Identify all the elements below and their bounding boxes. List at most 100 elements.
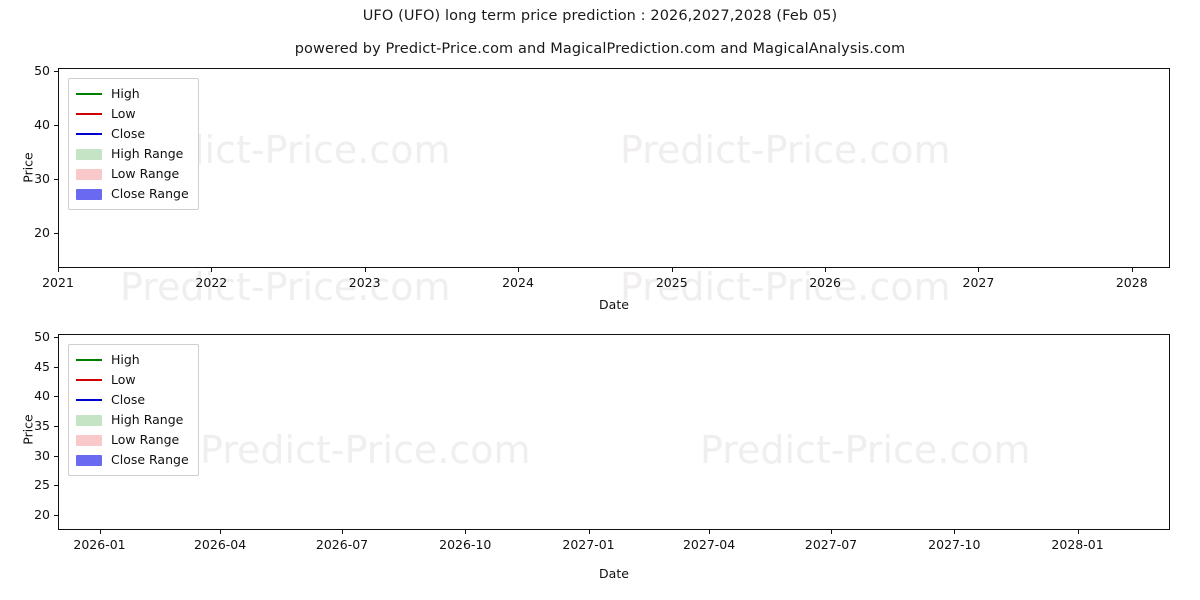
bottom-y-tick-mark	[54, 455, 58, 457]
top-y-tick-mark	[54, 232, 58, 234]
top-legend-item-high-range[interactable]: High Range	[76, 144, 189, 164]
legend-patch-swatch-icon	[76, 188, 102, 200]
top-x-tick-mark	[671, 268, 673, 272]
top-x-tick-mark	[364, 268, 366, 272]
bottom-x-tick: 2026-01	[73, 537, 126, 552]
top-x-tick-mark	[58, 268, 59, 272]
bottom-x-tick: 2027-04	[682, 537, 736, 552]
legend-label: Close Range	[111, 451, 189, 467]
legend-label: Close Range	[111, 185, 189, 201]
top-x-tick-mark	[211, 268, 213, 272]
bottom-x-tick-mark	[709, 530, 711, 534]
top-chart-panel	[58, 68, 1170, 268]
bottom-y-tick: 35	[34, 418, 50, 434]
top-legend-item-low[interactable]: Low	[76, 104, 189, 124]
bottom-x-tick: 2028-01	[1051, 537, 1104, 552]
bottom-legend-item-close[interactable]: Close	[76, 390, 189, 410]
top-y-tick: 30	[34, 170, 50, 186]
top-chart-legend: High Low Close High Range Low Range Close Ran…	[68, 78, 199, 210]
bottom-x-tick-mark	[588, 530, 590, 534]
page-subtitle: powered by Predict-Price.com and Magical…	[294, 41, 906, 57]
top-x-tick-mark	[825, 268, 827, 272]
top-x-tick: 2022	[195, 275, 228, 290]
legend-line-swatch-icon	[76, 113, 102, 115]
top-x-tick-mark	[978, 268, 980, 272]
top-y-tick: 20	[34, 224, 50, 240]
legend-patch-swatch-icon	[76, 434, 102, 446]
bottom-legend-item-close-range[interactable]: Close Range	[76, 450, 189, 470]
top-y-tick-mark	[54, 124, 58, 126]
bottom-x-tick-mark	[220, 530, 222, 534]
bottom-y-tick-mark	[54, 396, 58, 398]
bottom-y-tick-mark	[54, 336, 58, 338]
bottom-y-tick: 40	[34, 388, 50, 404]
bottom-y-tick: 20	[34, 507, 50, 523]
bottom-y-tick: 30	[34, 447, 50, 463]
bottom-x-tick-mark	[954, 530, 956, 534]
top-x-tick: 2025	[655, 275, 688, 290]
legend-label: Low	[111, 105, 136, 121]
top-legend-item-low-range[interactable]: Low Range	[76, 164, 189, 184]
top-x-tick: 2021	[42, 275, 74, 290]
top-x-tick: 2026	[809, 275, 841, 290]
bottom-legend-item-high-range[interactable]: High Range	[76, 410, 189, 430]
bottom-y-tick-mark	[54, 485, 58, 487]
bottom-legend-item-low-range[interactable]: Low Range	[76, 430, 189, 450]
bottom-x-tick: 2026-07	[315, 537, 369, 552]
legend-line-swatch-icon	[76, 379, 102, 381]
top-plot-frame	[58, 68, 1170, 268]
legend-label: High	[111, 85, 140, 101]
bottom-x-tick: 2027-01	[562, 537, 615, 552]
bottom-x-axis-label: Date	[599, 566, 629, 581]
legend-line-swatch-icon	[76, 399, 102, 401]
bottom-legend-item-high[interactable]: High	[76, 350, 189, 370]
bottom-x-tick-mark	[99, 530, 101, 534]
top-legend-item-high[interactable]: High	[76, 84, 189, 104]
top-x-axis-label: Date	[599, 297, 629, 312]
bottom-y-tick: 45	[34, 358, 50, 374]
legend-line-swatch-icon	[76, 359, 102, 361]
top-x-tick: 2023	[348, 275, 381, 290]
bottom-x-tick-mark	[465, 530, 467, 534]
top-x-tick: 2027	[962, 275, 995, 290]
bottom-x-tick: 2027-10	[928, 537, 981, 552]
bottom-chart-panel	[58, 334, 1170, 530]
legend-line-swatch-icon	[76, 93, 102, 95]
legend-patch-swatch-icon	[76, 148, 102, 160]
bottom-chart-legend: High Low Close High Range Low Range Close Ran…	[68, 344, 199, 476]
page-title: UFO (UFO) long term price prediction : 2…	[362, 8, 838, 24]
top-legend-item-close-range[interactable]: Close Range	[76, 184, 189, 204]
top-x-tick: 2028	[1115, 275, 1148, 290]
bottom-x-tick-mark	[831, 530, 833, 534]
bottom-y-tick: 50	[34, 328, 50, 344]
bottom-x-tick-mark	[342, 530, 344, 534]
top-y-tick-mark	[54, 178, 58, 180]
bottom-plot-frame	[58, 334, 1170, 530]
top-x-tick-mark	[518, 268, 519, 272]
bottom-y-tick-mark	[54, 515, 58, 517]
bottom-y-tick: 25	[34, 477, 50, 493]
legend-label: Low	[111, 371, 136, 387]
legend-label: Close	[111, 391, 146, 407]
top-y-tick-mark	[54, 70, 58, 72]
bottom-x-tick-mark	[1077, 530, 1079, 534]
top-legend-item-close[interactable]: Close	[76, 124, 189, 144]
bottom-y-tick-mark	[54, 366, 58, 368]
top-x-tick-mark	[1131, 268, 1133, 272]
bottom-legend-item-low[interactable]: Low	[76, 370, 189, 390]
legend-line-swatch-icon	[76, 133, 102, 135]
legend-patch-swatch-icon	[76, 454, 102, 466]
legend-label: High Range	[111, 411, 184, 427]
top-y-axis-label: Price	[20, 152, 36, 183]
legend-label: Close	[111, 125, 146, 141]
bottom-x-tick: 2026-04	[193, 537, 247, 552]
legend-label: High Range	[111, 145, 184, 161]
bottom-x-tick: 2026-10	[439, 537, 492, 552]
top-x-tick: 2024	[502, 275, 534, 290]
top-y-tick: 50	[34, 62, 50, 78]
legend-label: High	[111, 351, 140, 367]
legend-patch-swatch-icon	[76, 168, 102, 180]
legend-label: Low Range	[111, 165, 180, 181]
legend-label: Low Range	[111, 431, 180, 447]
